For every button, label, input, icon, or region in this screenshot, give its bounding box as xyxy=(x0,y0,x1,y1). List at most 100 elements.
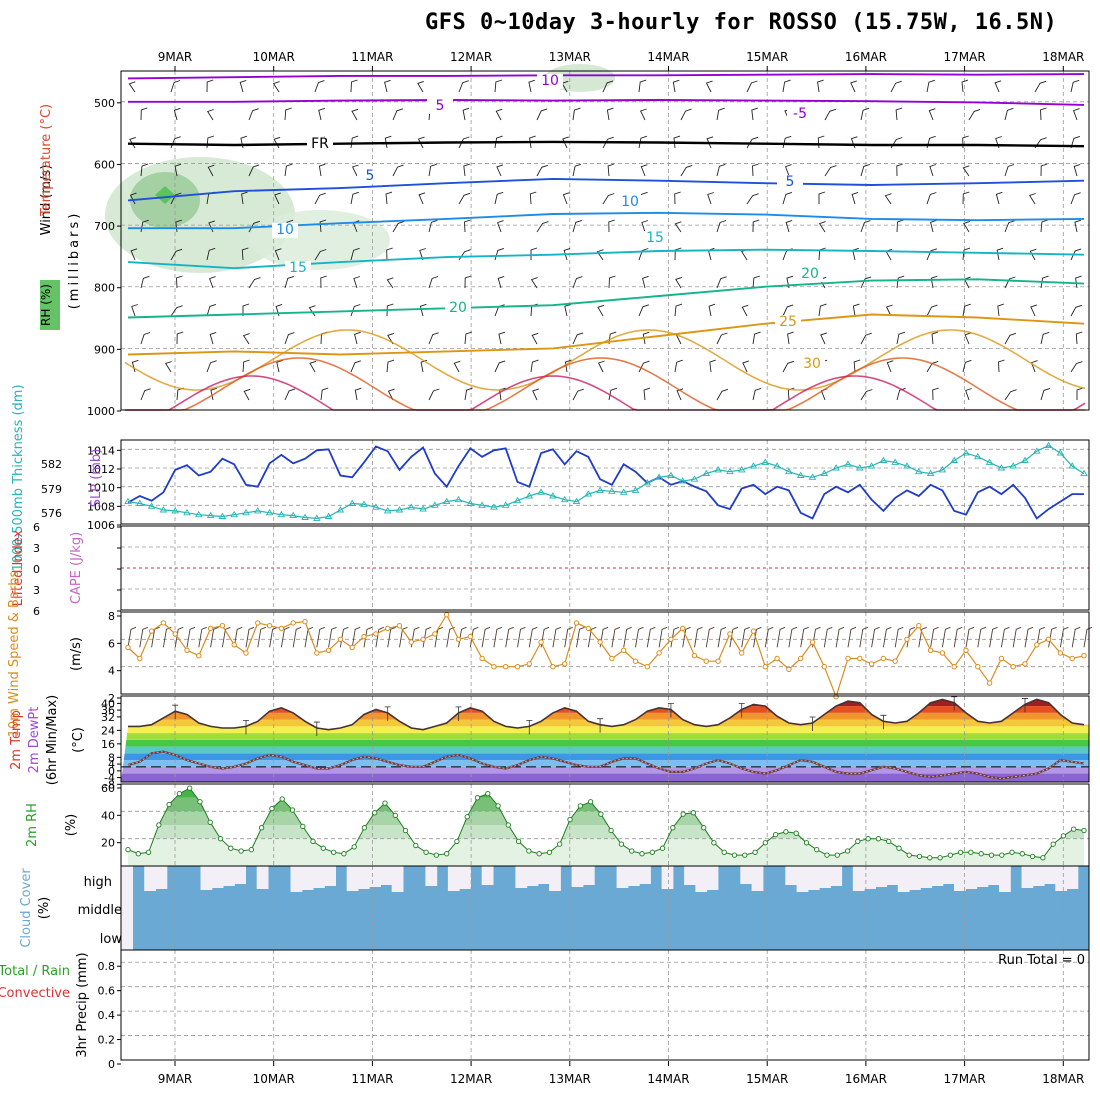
wind-barb xyxy=(462,107,470,121)
contour-label: 20 xyxy=(449,300,467,316)
wind-barb xyxy=(284,388,296,401)
wind10m-speed-point xyxy=(278,625,285,632)
thickness-marker xyxy=(537,488,545,495)
wind-barb xyxy=(607,163,615,177)
wind-barb xyxy=(530,277,538,289)
wind10m-barb xyxy=(469,626,479,648)
wind-barb xyxy=(896,331,906,345)
rh-point xyxy=(721,849,727,855)
wind-barb xyxy=(176,387,185,401)
wind10m-speed-point xyxy=(774,655,780,662)
wind10m-speed-point xyxy=(325,647,332,653)
precip-panel: 0 0.2 0.4 0.6 0.8 Run Total = 0 xyxy=(98,950,1089,1071)
wind-barb xyxy=(608,331,617,345)
wind-barb xyxy=(140,388,151,401)
wind-barb xyxy=(206,360,217,373)
rh-point xyxy=(145,849,152,855)
rh-point xyxy=(947,852,954,858)
rh2m-unit-label: (%) xyxy=(64,814,79,837)
wind10m-speed-point xyxy=(219,623,226,629)
wind-barb xyxy=(1075,331,1083,345)
rh-point xyxy=(639,851,645,857)
rh-point xyxy=(176,790,183,797)
wind-barb xyxy=(860,389,873,401)
wind-barb xyxy=(1030,304,1038,317)
wind10m-barb xyxy=(1071,626,1081,648)
wind-barb xyxy=(242,333,250,345)
wind-barb xyxy=(930,219,937,233)
wind-barb xyxy=(926,192,937,205)
rh-point xyxy=(608,827,614,834)
wind10m-speed-point xyxy=(691,653,698,659)
wind-barb xyxy=(962,191,970,205)
rh-point xyxy=(927,855,933,861)
thickness-marker xyxy=(419,505,427,512)
thickness-marker xyxy=(313,514,321,521)
cloud-high-clear xyxy=(515,866,528,888)
y-tick-label: 60 xyxy=(101,782,115,795)
wind-barb xyxy=(642,275,649,289)
wind-barb xyxy=(1070,135,1081,149)
cloud-high-clear xyxy=(481,866,494,885)
wind-barb xyxy=(926,248,938,261)
wind10m-speed-point xyxy=(1045,636,1052,642)
temperature-minmax-marker xyxy=(597,718,604,733)
thickness-marker xyxy=(289,511,297,519)
wind10m-barb xyxy=(930,626,939,648)
cloud-high-clear xyxy=(1055,866,1068,891)
wind10m-barb xyxy=(1083,626,1093,648)
wind-barb xyxy=(495,108,503,121)
thickness-marker xyxy=(525,492,534,499)
wind10m-speed-point xyxy=(798,655,804,662)
cloud-high-clear xyxy=(313,866,325,888)
wind10m-barb xyxy=(257,626,266,648)
wind-barb xyxy=(320,387,329,401)
cloud-high-clear xyxy=(380,866,393,885)
rh-point xyxy=(454,838,460,845)
wind10m-speed-point xyxy=(680,625,686,632)
wind-barb xyxy=(995,191,1003,205)
wind10m-barb xyxy=(623,626,632,648)
wind-barb xyxy=(994,80,1002,93)
wind-barb xyxy=(817,135,825,149)
cloud-high-label: high xyxy=(84,875,112,890)
contour-label: 15 xyxy=(646,230,664,246)
wind-barb xyxy=(890,80,902,93)
wind-barb xyxy=(742,360,750,373)
wind-barb xyxy=(275,303,283,317)
rh-point xyxy=(166,801,172,808)
wind10m-barb xyxy=(139,626,148,648)
cloud-high-clear xyxy=(582,866,595,885)
wind-barb xyxy=(206,79,214,93)
wind-barb xyxy=(638,248,649,261)
contour-label: 5 xyxy=(366,168,375,184)
temperature-minmax-marker xyxy=(738,703,745,718)
wind-barb xyxy=(206,303,217,317)
y-tick-label: 6 xyxy=(33,605,40,618)
top-date-label: 13MAR xyxy=(549,50,591,64)
cloud-high-clear xyxy=(155,866,168,889)
wind-barb xyxy=(785,164,792,177)
rh-point xyxy=(957,849,964,855)
wind10m-speed-point xyxy=(868,661,875,667)
wind-barb xyxy=(284,332,295,345)
wind10m-speed-point xyxy=(892,658,898,664)
cloud-high-clear xyxy=(537,866,550,884)
rh-legend-swatch xyxy=(40,280,60,330)
temperature-band xyxy=(121,739,1089,747)
y-tick-label: -4 xyxy=(104,772,115,785)
wind-barb xyxy=(536,164,548,177)
wind10m-speed-point xyxy=(538,639,544,645)
cloud-high-clear xyxy=(931,866,944,886)
rh-point xyxy=(187,785,193,791)
wind10m-barb xyxy=(847,626,857,648)
cloud-high-clear xyxy=(751,866,764,891)
top-date-label: 15MAR xyxy=(746,50,788,64)
wind-barb xyxy=(140,332,151,345)
rh-point xyxy=(752,849,758,855)
wind-barb xyxy=(968,108,981,121)
wind10m-barb xyxy=(316,626,325,648)
wind10m-speed-point xyxy=(255,620,261,626)
wind10m-barb xyxy=(363,626,373,648)
